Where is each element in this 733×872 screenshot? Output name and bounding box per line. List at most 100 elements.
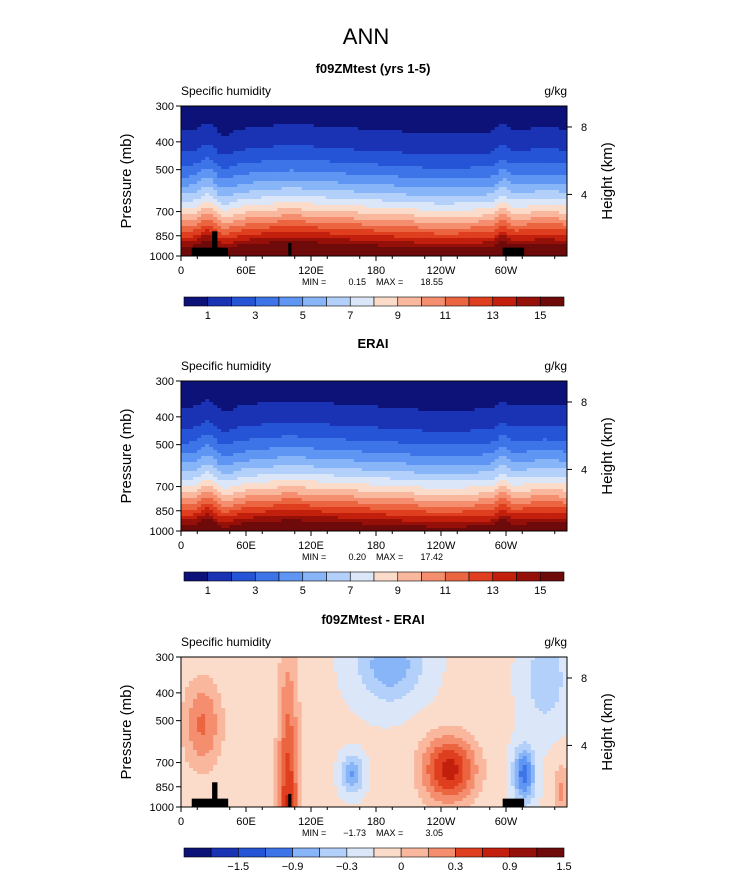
field-cell [430, 250, 435, 254]
field-cell [470, 199, 476, 203]
field-cell [530, 160, 536, 164]
field-cell [273, 112, 279, 116]
field-cell [205, 181, 210, 185]
field-cell [321, 130, 327, 134]
field-cell [458, 211, 464, 215]
field-cell [213, 193, 218, 197]
field-cell [213, 121, 218, 125]
field-cell [265, 181, 271, 185]
field-cell [506, 133, 512, 137]
field-cell [414, 211, 419, 215]
field-cell [189, 208, 194, 212]
field-cell [554, 151, 560, 155]
field-cell [305, 184, 311, 188]
field-cell [281, 151, 287, 155]
field-cell [237, 244, 242, 248]
field-cell [245, 145, 250, 149]
field-cell [382, 106, 387, 110]
field-cell [229, 220, 234, 224]
field-cell [349, 193, 355, 197]
field-cell [462, 145, 468, 149]
field-cell [289, 151, 295, 155]
field-cell [530, 226, 536, 230]
field-cell [329, 118, 335, 122]
field-cell [185, 133, 190, 137]
field-cell [249, 145, 254, 149]
field-cell [422, 154, 427, 158]
field-cell [538, 214, 544, 218]
field-cell [297, 220, 303, 224]
field-cell [526, 145, 532, 149]
field-cell [189, 169, 194, 173]
field-cell [269, 238, 275, 242]
field-cell [253, 247, 258, 251]
field-cell [554, 202, 560, 206]
field-cell [309, 211, 315, 215]
field-cell [321, 133, 327, 137]
field-cell [265, 151, 271, 155]
field-cell [357, 223, 363, 227]
field-cell [309, 381, 315, 385]
field-cell [217, 187, 222, 191]
field-cell [365, 175, 371, 179]
field-cell [486, 232, 492, 236]
field-cell [562, 235, 567, 239]
field-cell [213, 157, 218, 161]
field-cell [237, 118, 242, 122]
field-cell [514, 148, 520, 152]
field-cell [466, 208, 472, 212]
field-cell [438, 142, 443, 146]
field-cell [542, 193, 548, 197]
field-cell [498, 229, 504, 233]
field-cell [522, 208, 528, 212]
field-cell [442, 232, 447, 236]
field-cell [197, 220, 202, 224]
field-cell [442, 247, 447, 251]
field-cell [229, 106, 234, 110]
field-cell [418, 214, 423, 218]
field-cell [490, 226, 496, 230]
field-cell [301, 106, 307, 110]
field-cell [205, 169, 210, 173]
field-cell [269, 145, 275, 149]
field-cell [321, 145, 327, 149]
field-cell [434, 127, 439, 131]
field-cell [558, 145, 564, 149]
field-cell [510, 229, 516, 233]
field-cell [369, 253, 375, 256]
field-cell [454, 121, 460, 125]
field-cell [390, 112, 395, 116]
field-cell [498, 121, 504, 125]
field-cell [273, 238, 279, 242]
field-cell [502, 148, 508, 152]
field-cell [253, 196, 258, 200]
field-cell [209, 214, 214, 218]
field-cell [454, 148, 460, 152]
field-cell [369, 133, 375, 137]
field-cell [510, 166, 516, 170]
field-cell [482, 142, 488, 146]
field-cell [434, 175, 439, 179]
colorbar-tick-label: 1 [205, 310, 211, 322]
field-cell [241, 151, 246, 155]
field-cell [241, 381, 246, 385]
field-cell [486, 172, 492, 176]
field-cell [442, 217, 447, 221]
field-cell [269, 381, 275, 385]
field-cell [193, 175, 198, 179]
field-cell [526, 241, 532, 245]
field-cell [458, 154, 464, 158]
field-cell [369, 163, 375, 167]
field-cell [341, 229, 347, 233]
colorbar-bin [373, 296, 399, 307]
field-cell [245, 178, 250, 182]
field-cell [538, 244, 544, 248]
field-cell [269, 160, 275, 164]
field-cell [285, 157, 291, 161]
field-cell [374, 115, 379, 119]
field-cell [450, 169, 456, 173]
field-cell [466, 202, 472, 206]
field-cell [454, 226, 460, 230]
field-cell [333, 190, 339, 194]
field-cell [265, 217, 271, 221]
